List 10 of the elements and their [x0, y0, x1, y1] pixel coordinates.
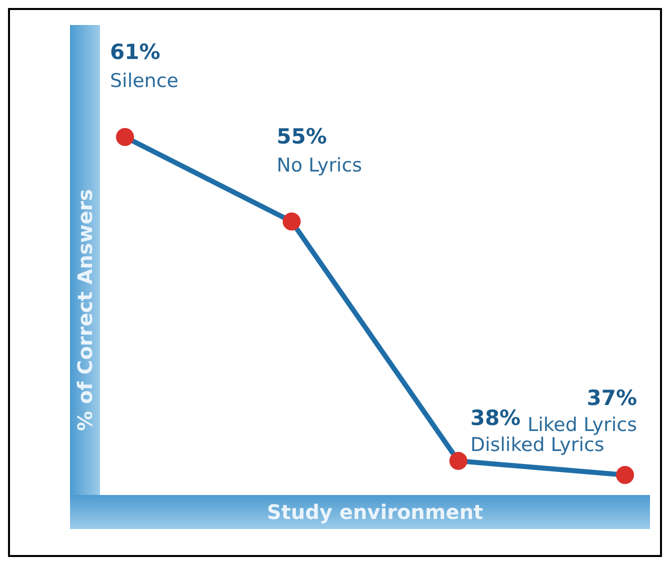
- x-tick-label: Disliked Lyrics: [470, 434, 604, 456]
- data-label: 61%: [110, 40, 160, 64]
- x-axis-title: Study environment: [266, 500, 484, 524]
- x-tick-label: Silence: [110, 70, 178, 92]
- data-label: 38%: [470, 406, 521, 430]
- data-label: 37%: [586, 386, 637, 410]
- x-tick-label: No Lyrics: [276, 154, 362, 176]
- y-axis-title: % of Correct Answers: [73, 189, 98, 431]
- x-tick-label: Liked Lyrics: [527, 414, 637, 436]
- data-label: 55%: [276, 124, 327, 148]
